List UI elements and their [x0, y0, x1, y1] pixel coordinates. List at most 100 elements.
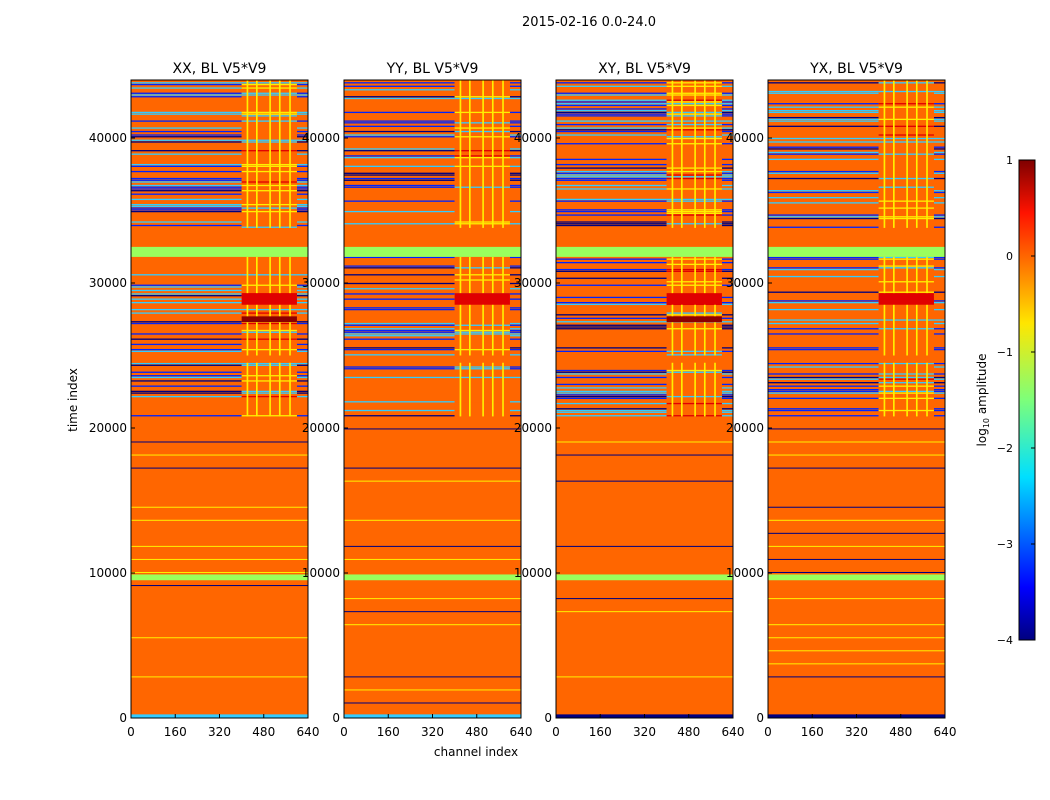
heatmap-cell [296, 207, 308, 209]
heatmap-cell [509, 89, 521, 91]
heatmap-panel: XY, BL V5*V9 0 160 320 480 640 0 10000 20000 3000… [514, 61, 745, 739]
heatmap-cell [131, 289, 242, 292]
heatmap-cell [344, 409, 455, 412]
heatmap-cell [556, 137, 667, 140]
heatmap-cell [296, 210, 308, 213]
heatmap-cell [768, 106, 879, 108]
heatmap-cell [296, 127, 308, 129]
y-tick-label: 20000 [302, 421, 340, 435]
heatmap-cell [296, 289, 308, 292]
heatmap-cell [721, 392, 733, 394]
heatmap-cell [296, 308, 308, 311]
heatmap-cell [933, 120, 945, 122]
heatmap-cell [241, 293, 297, 305]
colorbar-label-subscript: 10 [982, 418, 991, 428]
heatmap-cell [344, 106, 455, 108]
heatmap-cells [344, 80, 521, 718]
heatmap-cell [344, 156, 455, 159]
heatmap-cell [459, 80, 462, 228]
heatmap-cell [556, 404, 667, 406]
heatmap-cell [131, 371, 242, 373]
y-tick-label: 0 [544, 711, 552, 725]
heatmap-cell [933, 376, 945, 379]
heatmap-cell [721, 174, 733, 176]
heatmap-cell [556, 110, 667, 112]
heatmap-cell [556, 101, 667, 103]
heatmap-cell [768, 90, 879, 93]
heatmap-cell [344, 385, 455, 387]
heatmap-cell [131, 111, 242, 114]
heatmap-cell [933, 382, 945, 384]
heatmap-cell [509, 347, 521, 349]
heatmap-cell [131, 362, 242, 365]
heatmap-cell [509, 331, 521, 333]
heatmap-cell [768, 256, 879, 259]
heatmap-cell [344, 184, 455, 187]
colorbar-label-suffix: amplitude [975, 354, 989, 418]
heatmap-cell [556, 347, 667, 349]
heatmap-cell [768, 92, 879, 94]
heatmap-cell [344, 132, 455, 134]
heatmap-cell [131, 355, 308, 363]
heatmap-cell [933, 397, 945, 399]
heatmap-cell [344, 401, 455, 403]
heatmap-cell [721, 212, 733, 214]
heatmap-cell [556, 574, 733, 581]
heatmap-cell [721, 354, 733, 356]
heatmap-cell [131, 322, 242, 325]
heatmap-cell [768, 388, 879, 391]
heatmap-cell [556, 392, 667, 394]
heatmap-cell [556, 158, 667, 161]
heatmap-cell [344, 210, 455, 213]
heatmap-cell [296, 317, 308, 319]
heatmap-cell [933, 82, 945, 84]
heatmap-cell [556, 408, 667, 410]
colorbar-tick-label: −3 [997, 538, 1013, 551]
heatmap-cell [296, 198, 308, 201]
heatmap-cell [296, 301, 308, 304]
heatmap-cell [721, 284, 733, 286]
x-tick-label: 480 [465, 725, 488, 739]
heatmap-cell [556, 210, 667, 213]
heatmap-cell [556, 172, 667, 174]
heatmap-cell [768, 291, 879, 293]
heatmap-cell [933, 301, 945, 304]
heatmap-cell [768, 111, 879, 114]
heatmap-cell [296, 203, 308, 206]
heatmap-cell [721, 347, 733, 349]
heatmap-cell [768, 186, 879, 188]
heatmap-cell [509, 184, 521, 187]
heatmap-cell [721, 224, 733, 227]
heatmap-cell [344, 376, 455, 379]
heatmap-cell [296, 362, 308, 365]
colorbar-gradient [1018, 159, 1036, 641]
heatmap-cell [768, 378, 879, 380]
heatmap-cell [768, 409, 879, 412]
heatmap-cell [131, 415, 242, 417]
heatmap-cell [556, 221, 667, 223]
heatmap-cell [556, 350, 667, 353]
heatmap-cell [509, 174, 521, 176]
heatmap-cell [556, 127, 667, 129]
heatmap-cell [344, 150, 455, 152]
heatmap-cell [556, 224, 667, 227]
heatmap-cell [556, 270, 667, 272]
heatmap-cell [768, 441, 945, 443]
heatmap-cell [933, 366, 945, 368]
heatmap-cell [933, 256, 945, 259]
heatmap-cell [131, 179, 242, 181]
heatmap-cell [509, 155, 521, 157]
heatmap-cell [556, 415, 667, 417]
heatmap-cell [703, 256, 706, 417]
heatmap-cell [296, 94, 308, 96]
heatmap-cell [131, 246, 308, 257]
heatmap-cell [556, 409, 667, 412]
heatmap-cell [509, 120, 521, 122]
heatmap-cell [296, 293, 308, 295]
heatmap-cell [933, 92, 945, 94]
heatmap-cell [721, 200, 733, 202]
heatmap-cell [246, 80, 249, 228]
heatmap-cell [768, 207, 879, 209]
heatmap-cell [768, 385, 879, 387]
heatmap-cell [509, 307, 521, 309]
